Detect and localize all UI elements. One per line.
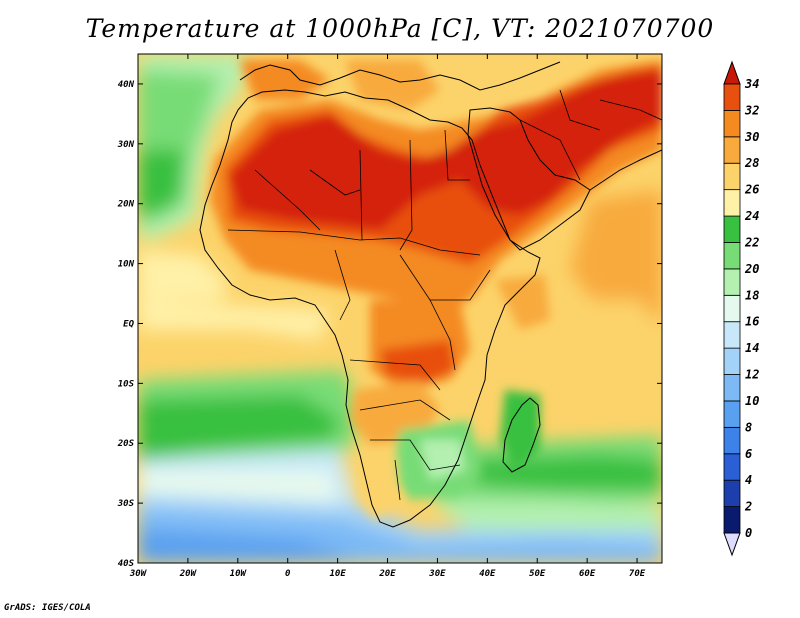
colorbar-label: 18 <box>745 288 759 302</box>
colorbar-label: 16 <box>745 315 759 329</box>
lat-tick-label: 10S <box>118 379 135 389</box>
latitude-axis: 40N 30N 20N 10N EQ 10S 20S 30S 40S <box>117 80 662 569</box>
colorbar-box <box>723 506 741 534</box>
colorbar-label: 34 <box>744 77 759 91</box>
colorbar-label: 22 <box>744 235 759 249</box>
europe-coastline <box>239 61 561 91</box>
colorbar-box <box>723 294 741 323</box>
lon-tick-label: 10W <box>230 569 248 579</box>
colorbar-label: 6 <box>745 447 752 461</box>
lat-tick-label: EQ <box>123 319 134 329</box>
lat-tick-label: 30S <box>117 499 135 509</box>
lat-tick-label: 20S <box>117 439 135 449</box>
colorbar-box <box>723 215 741 243</box>
lat-tick-label: 20N <box>117 200 135 210</box>
colorbar-box <box>723 426 741 455</box>
colorbar-label: 12 <box>745 368 759 382</box>
plot-frame <box>137 53 663 564</box>
colorbar-underflow <box>723 532 741 557</box>
lat-tick-label: 30N <box>117 140 135 150</box>
colorbar-box <box>723 162 741 191</box>
lon-tick-label: 50E <box>529 569 546 579</box>
colorbar-box <box>723 110 741 138</box>
colorbar-box <box>723 347 741 375</box>
lon-tick-label: 60E <box>579 569 596 579</box>
country-borders <box>227 89 662 501</box>
colorbar-box <box>723 189 741 217</box>
lon-tick-label: 10E <box>329 569 346 579</box>
lat-tick-label: 40S <box>118 559 135 569</box>
colorbar-overflow <box>723 60 741 85</box>
lon-tick-label: 0 <box>285 569 291 579</box>
colorbar-label: 28 <box>744 156 759 170</box>
lon-tick-label: 20W <box>179 569 198 579</box>
colorbar-label: 26 <box>744 183 759 197</box>
lat-tick-label: 40N <box>118 80 135 90</box>
madagascar-coastline <box>502 397 541 473</box>
colorbar-box <box>723 268 741 296</box>
lat-tick-label: 10N <box>118 260 135 270</box>
colorbar-box <box>723 242 741 270</box>
colorbar-box <box>723 374 741 402</box>
lon-tick-label: 30E <box>428 569 446 579</box>
lon-tick-label: 70E <box>629 569 646 579</box>
longitude-axis: 30W 20W 10W 0 10E 20E 30E 40E 50E 60E 70E <box>129 54 646 579</box>
colorbar-box <box>723 83 741 111</box>
africa-coastline <box>199 89 541 528</box>
colorbar-label: 20 <box>744 262 759 276</box>
lon-tick-label: 20E <box>378 569 396 579</box>
colorbar-label: 4 <box>745 473 752 487</box>
colorbar-label: 24 <box>744 209 759 223</box>
colorbar-label: 32 <box>744 103 759 117</box>
grads-credit: GrADS: IGES/COLA <box>4 603 91 613</box>
asia-coastline <box>589 149 662 191</box>
colorbar-label: 2 <box>744 500 752 514</box>
field-atlantic <box>138 54 330 340</box>
colorbar-box <box>723 400 741 428</box>
colorbar-box <box>723 453 741 481</box>
colorbar-label: 30 <box>744 130 759 144</box>
field-indian-ocean <box>530 190 662 420</box>
colorbar-box <box>723 321 741 349</box>
field-south-atlantic <box>138 370 662 563</box>
colorbar-box <box>723 136 741 164</box>
colorbar-label: 8 <box>745 420 752 434</box>
colorbar-box <box>723 479 741 507</box>
lon-tick-label: 40E <box>479 569 496 579</box>
temperature-field <box>138 54 662 563</box>
colorbar-label: 10 <box>745 394 759 408</box>
lon-tick-label: 30W <box>129 569 148 579</box>
map-title: Temperature at 1000hPa [C], VT: 20210707… <box>85 14 715 43</box>
colorbar-label: 14 <box>745 341 759 355</box>
colorbar-label: 0 <box>745 526 752 540</box>
